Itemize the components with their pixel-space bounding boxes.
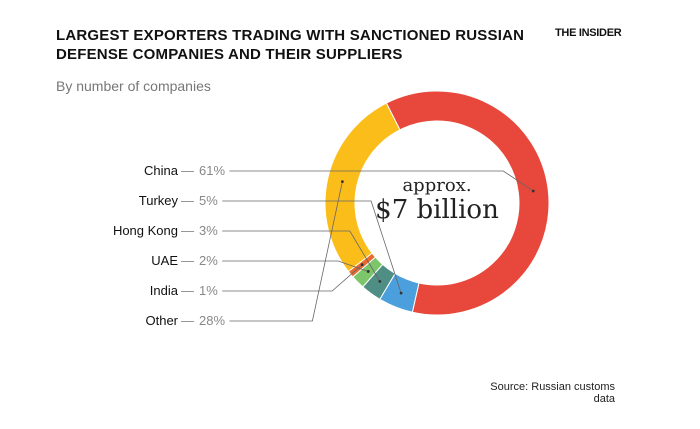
label-value-turkey: 5% <box>199 193 218 208</box>
slice-other <box>324 102 401 273</box>
leader-line-other <box>229 181 343 322</box>
label-name-other: Other <box>145 313 178 328</box>
label-name-india: India <box>150 283 179 298</box>
leader-dot <box>340 180 344 184</box>
leader-line-turkey <box>222 200 402 294</box>
label-value-hong-kong: 3% <box>199 223 218 238</box>
source-note: Source: Russian customs data <box>490 381 615 405</box>
label-dash: — <box>181 283 194 298</box>
label-value-india: 1% <box>199 283 218 298</box>
chart-subtitle: By number of companies <box>56 78 211 94</box>
leader-line-china <box>229 170 534 192</box>
leader-dot <box>360 263 364 267</box>
label-name-uae: UAE <box>151 253 178 268</box>
label-dash: — <box>181 193 194 208</box>
chart-title: LARGEST EXPORTERS TRADING WITH SANCTIONE… <box>56 27 525 63</box>
leader-line-hong-kong <box>222 230 381 282</box>
slice-labels: China —61%Turkey —5%Hong Kong —3%UAE —2%Indi… <box>113 163 226 328</box>
leader-dot <box>378 279 382 283</box>
leader-dot <box>399 291 403 295</box>
brand-logo: THE INSIDER <box>555 27 622 39</box>
leader-dot <box>531 189 535 193</box>
label-name-hong-kong: Hong Kong <box>113 223 178 238</box>
label-value-china: 61% <box>199 163 225 178</box>
center-text-line2: $7 billion <box>375 195 499 225</box>
label-dash: — <box>181 163 194 178</box>
label-dash: — <box>181 253 194 268</box>
label-name-turkey: Turkey <box>139 193 179 208</box>
label-dash: — <box>181 313 194 328</box>
leader-dot <box>366 270 370 273</box>
label-value-uae: 2% <box>199 253 218 268</box>
center-text-line1: approx. <box>402 175 471 196</box>
label-name-china: China <box>144 163 179 178</box>
leader-line-india <box>222 264 363 292</box>
label-dash: — <box>181 223 194 238</box>
slice-china <box>385 90 550 316</box>
leader-lines <box>222 170 535 322</box>
label-value-other: 28% <box>199 313 225 328</box>
